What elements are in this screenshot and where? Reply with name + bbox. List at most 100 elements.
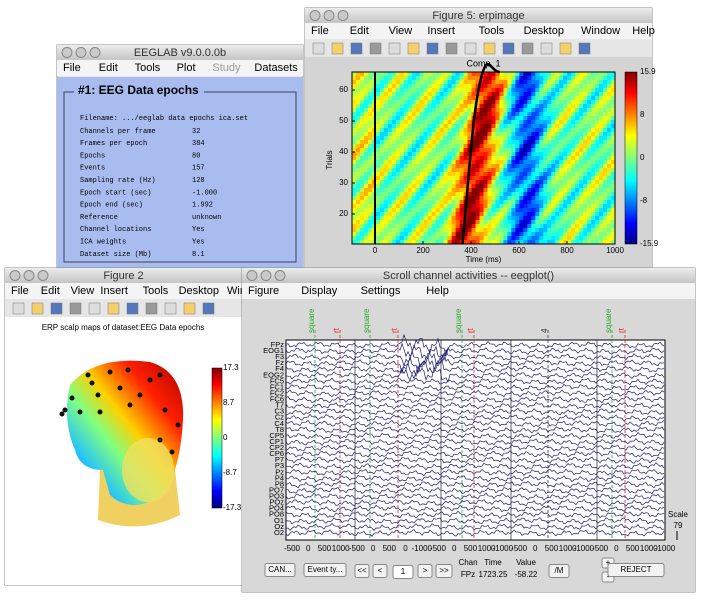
menu-item[interactable]: Edit bbox=[99, 62, 118, 74]
button-label[interactable]: 1 bbox=[401, 567, 406, 576]
button-label[interactable]: REJECT bbox=[620, 565, 651, 574]
button-label[interactable]: CAN... bbox=[268, 565, 292, 574]
toolbar-icon[interactable] bbox=[69, 302, 82, 315]
heatmap-cell bbox=[611, 228, 616, 233]
menu-item[interactable]: Study bbox=[212, 62, 241, 74]
menu-item[interactable]: File bbox=[311, 25, 329, 37]
toolbar-icon[interactable] bbox=[12, 302, 25, 315]
button[interactable] bbox=[372, 564, 388, 578]
button[interactable] bbox=[607, 563, 665, 577]
toolbar-icon[interactable] bbox=[331, 42, 344, 55]
menu-item[interactable]: Help bbox=[632, 25, 655, 37]
heatmap-cell bbox=[523, 80, 528, 85]
toolbar-icon[interactable] bbox=[183, 302, 196, 315]
toolbar-icon[interactable] bbox=[559, 42, 572, 55]
heatmap-cell bbox=[395, 196, 401, 201]
toolbar-icon[interactable] bbox=[31, 302, 44, 315]
heatmap-cell bbox=[511, 104, 516, 109]
x-tick-label: -500 bbox=[349, 544, 366, 553]
button-label[interactable]: /M bbox=[555, 566, 564, 575]
toolbar-icon[interactable] bbox=[369, 42, 382, 55]
toolbar-icon[interactable] bbox=[107, 302, 120, 315]
button-label[interactable]: << bbox=[357, 566, 367, 575]
button[interactable] bbox=[354, 564, 370, 578]
button[interactable] bbox=[264, 563, 296, 577]
window-button[interactable] bbox=[274, 270, 286, 281]
heatmap-cell bbox=[459, 228, 464, 233]
menu-item[interactable]: Desktop bbox=[524, 25, 564, 37]
toolbar-icon[interactable] bbox=[445, 42, 458, 55]
toolbar-icon[interactable] bbox=[540, 42, 553, 55]
toolbar-icon[interactable] bbox=[50, 302, 63, 315]
heatmap-cell bbox=[599, 104, 604, 109]
button-label[interactable]: < bbox=[378, 566, 383, 575]
toolbar-icon[interactable] bbox=[126, 302, 139, 315]
menu-item[interactable]: Window bbox=[581, 25, 620, 37]
toolbar-icon[interactable] bbox=[426, 42, 439, 55]
heatmap-cell bbox=[487, 172, 492, 177]
menu-item[interactable]: Settings bbox=[361, 285, 401, 297]
menu-item[interactable]: Plot bbox=[177, 62, 196, 74]
menu-item[interactable]: View bbox=[389, 25, 413, 37]
menu-item[interactable]: Tools bbox=[479, 25, 505, 37]
heatmap-cell bbox=[355, 72, 361, 77]
toolbar-icon[interactable] bbox=[145, 302, 158, 315]
heatmap-cell bbox=[599, 240, 604, 245]
button[interactable] bbox=[392, 565, 414, 579]
toolbar-icon[interactable] bbox=[350, 42, 363, 55]
toolbar-icon[interactable] bbox=[464, 42, 477, 55]
toolbar-icon[interactable] bbox=[202, 302, 215, 315]
menu-item[interactable]: Insert bbox=[100, 285, 128, 297]
button-label[interactable]: Event ty... bbox=[308, 565, 343, 574]
button[interactable] bbox=[303, 563, 347, 577]
menu-item[interactable]: Edit bbox=[350, 25, 369, 37]
menu-item[interactable]: File bbox=[11, 285, 29, 297]
button[interactable] bbox=[548, 564, 570, 578]
toolbar-icon[interactable] bbox=[578, 42, 591, 55]
toolbar-icon[interactable] bbox=[483, 42, 496, 55]
heatmap-cell bbox=[611, 120, 616, 125]
toolbar-icon[interactable] bbox=[407, 42, 420, 55]
menu-item[interactable]: Datasets bbox=[254, 62, 298, 74]
window-button[interactable] bbox=[337, 10, 349, 21]
toolbar-icon[interactable] bbox=[388, 42, 401, 55]
menu-item[interactable]: Help bbox=[426, 285, 449, 297]
toolbar-icon[interactable] bbox=[521, 42, 534, 55]
window-button[interactable] bbox=[309, 10, 321, 21]
menu-item[interactable]: Display bbox=[301, 285, 338, 297]
button-label[interactable]: > bbox=[423, 566, 428, 575]
menu-item[interactable]: View bbox=[71, 285, 95, 297]
window-button[interactable] bbox=[37, 270, 49, 281]
heatmap-cell bbox=[503, 172, 508, 177]
window-button[interactable] bbox=[61, 47, 73, 58]
heatmap-cell bbox=[455, 112, 460, 117]
button-label[interactable]: - bbox=[607, 572, 610, 581]
window-button[interactable] bbox=[9, 270, 21, 281]
heatmap-cell bbox=[531, 192, 536, 197]
toolbar-icon[interactable] bbox=[88, 302, 101, 315]
button-label[interactable]: >> bbox=[439, 566, 449, 575]
window-button[interactable] bbox=[89, 47, 101, 58]
menu-item[interactable]: Insert bbox=[427, 25, 455, 37]
window-button[interactable] bbox=[23, 270, 35, 281]
menu-item[interactable]: Tools bbox=[143, 285, 169, 297]
menu-item[interactable]: Tools bbox=[135, 62, 161, 74]
button[interactable] bbox=[435, 564, 453, 578]
menu-item[interactable]: Edit bbox=[41, 285, 60, 297]
toolbar-icon[interactable] bbox=[312, 42, 325, 55]
heatmap-cell bbox=[495, 204, 500, 209]
window-button[interactable] bbox=[246, 270, 258, 281]
window-button[interactable] bbox=[260, 270, 272, 281]
toolbar-icon[interactable] bbox=[164, 302, 177, 315]
heatmap-cell bbox=[595, 80, 600, 85]
window-button[interactable] bbox=[323, 10, 335, 21]
button[interactable] bbox=[417, 564, 433, 578]
window-button[interactable] bbox=[75, 47, 87, 58]
heatmap-cell bbox=[495, 236, 500, 241]
button-label[interactable]: + bbox=[606, 558, 611, 567]
toolbar-icon[interactable] bbox=[502, 42, 515, 55]
menu-item[interactable]: Desktop bbox=[179, 285, 219, 297]
menu-item[interactable]: Figure bbox=[248, 285, 279, 297]
heatmap-cell bbox=[411, 236, 417, 241]
menu-item[interactable]: File bbox=[63, 62, 81, 74]
